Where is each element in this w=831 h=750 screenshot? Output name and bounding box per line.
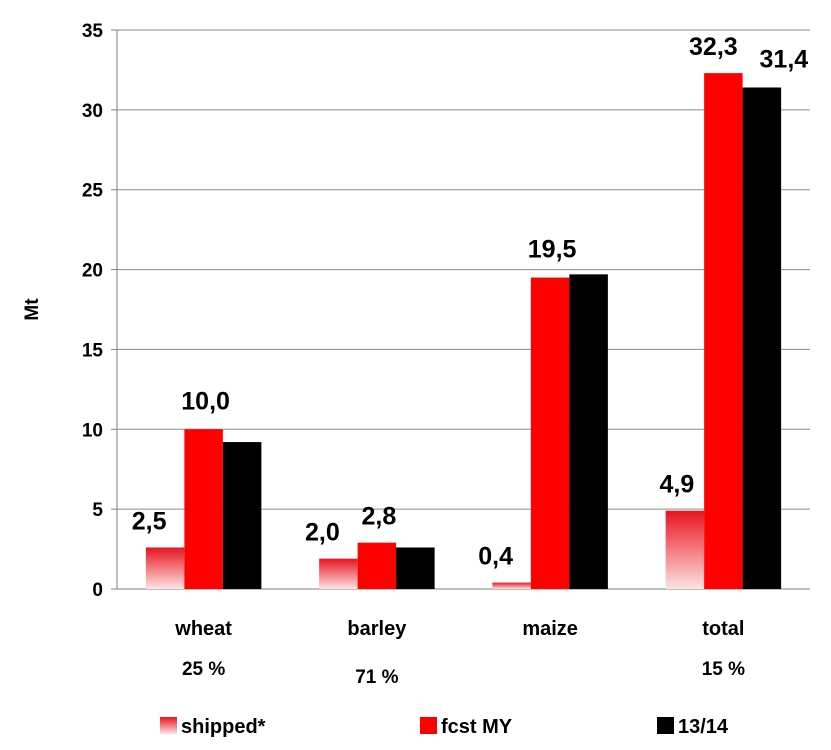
bar-fcst-my-barley — [357, 542, 397, 589]
bar-shipped--total — [665, 510, 705, 589]
y-tick-label: 30 — [82, 101, 103, 122]
legend: shipped* fcst MY 13/14 — [160, 716, 729, 738]
y-tick-label: 15 — [82, 340, 104, 361]
bars — [145, 73, 782, 590]
y-axis-label: Mt — [22, 298, 43, 321]
legend-swatch-shipped- — [160, 717, 177, 734]
bar-shipped--wheat — [145, 547, 185, 589]
category-percent-label: 25 % — [182, 659, 225, 680]
legend-swatch-fcst-my — [420, 717, 437, 734]
bar-13-14-total — [742, 87, 782, 590]
y-tick-label: 20 — [82, 261, 103, 282]
data-label-13-14-total: 31,4 — [760, 45, 809, 73]
x-category-label: total — [702, 618, 744, 640]
bar-13-14-maize — [569, 274, 608, 589]
category-percent-label: 71 % — [355, 667, 398, 688]
legend-label-fcst-my: fcst MY — [441, 716, 513, 738]
bar-13-14-barley — [396, 547, 435, 589]
y-tick-label: 5 — [92, 500, 103, 521]
data-label-fcst-my-total: 32,3 — [689, 33, 738, 61]
legend-swatch-13-14 — [657, 717, 674, 734]
bar-shipped--maize — [492, 582, 531, 589]
legend-label-13-14: 13/14 — [678, 716, 729, 738]
data-label-shipped--maize: 0,4 — [478, 543, 513, 571]
bar-13-14-wheat — [222, 442, 262, 589]
data-label-fcst-my-barley: 2,8 — [361, 503, 396, 531]
data-label-fcst-my-wheat: 10,0 — [181, 387, 230, 415]
axes: 0 5 10 15 20 25 30 35 Mt wheat 25 % barley 71 % maize… — [22, 21, 810, 688]
legend-label-shipped-: shipped* — [181, 716, 266, 738]
bar-fcst-my-wheat — [184, 429, 223, 589]
x-category-label: barley — [347, 618, 407, 640]
bar-fcst-my-maize — [530, 277, 570, 589]
category-percent-label: 15 % — [702, 659, 745, 680]
grid — [117, 29, 810, 510]
y-tick-label: 35 — [82, 21, 104, 42]
x-category-label: wheat — [174, 618, 232, 640]
y-tick-label: 0 — [92, 580, 103, 601]
data-label-shipped--total: 4,9 — [659, 471, 694, 499]
data-label-shipped--barley: 2,0 — [305, 519, 340, 547]
data-labels: 2,5 10,0 2,0 2,8 0,4 19,5 4,9 32,3 31,4 — [132, 33, 809, 570]
y-tick-label: 25 — [82, 181, 104, 202]
bar-shipped--barley — [319, 558, 358, 589]
y-tick-label: 10 — [82, 420, 103, 441]
data-label-shipped--wheat: 2,5 — [132, 507, 167, 535]
x-category-label: maize — [522, 618, 578, 640]
data-label-fcst-my-maize: 19,5 — [528, 236, 577, 264]
bar-fcst-my-total — [704, 73, 743, 589]
